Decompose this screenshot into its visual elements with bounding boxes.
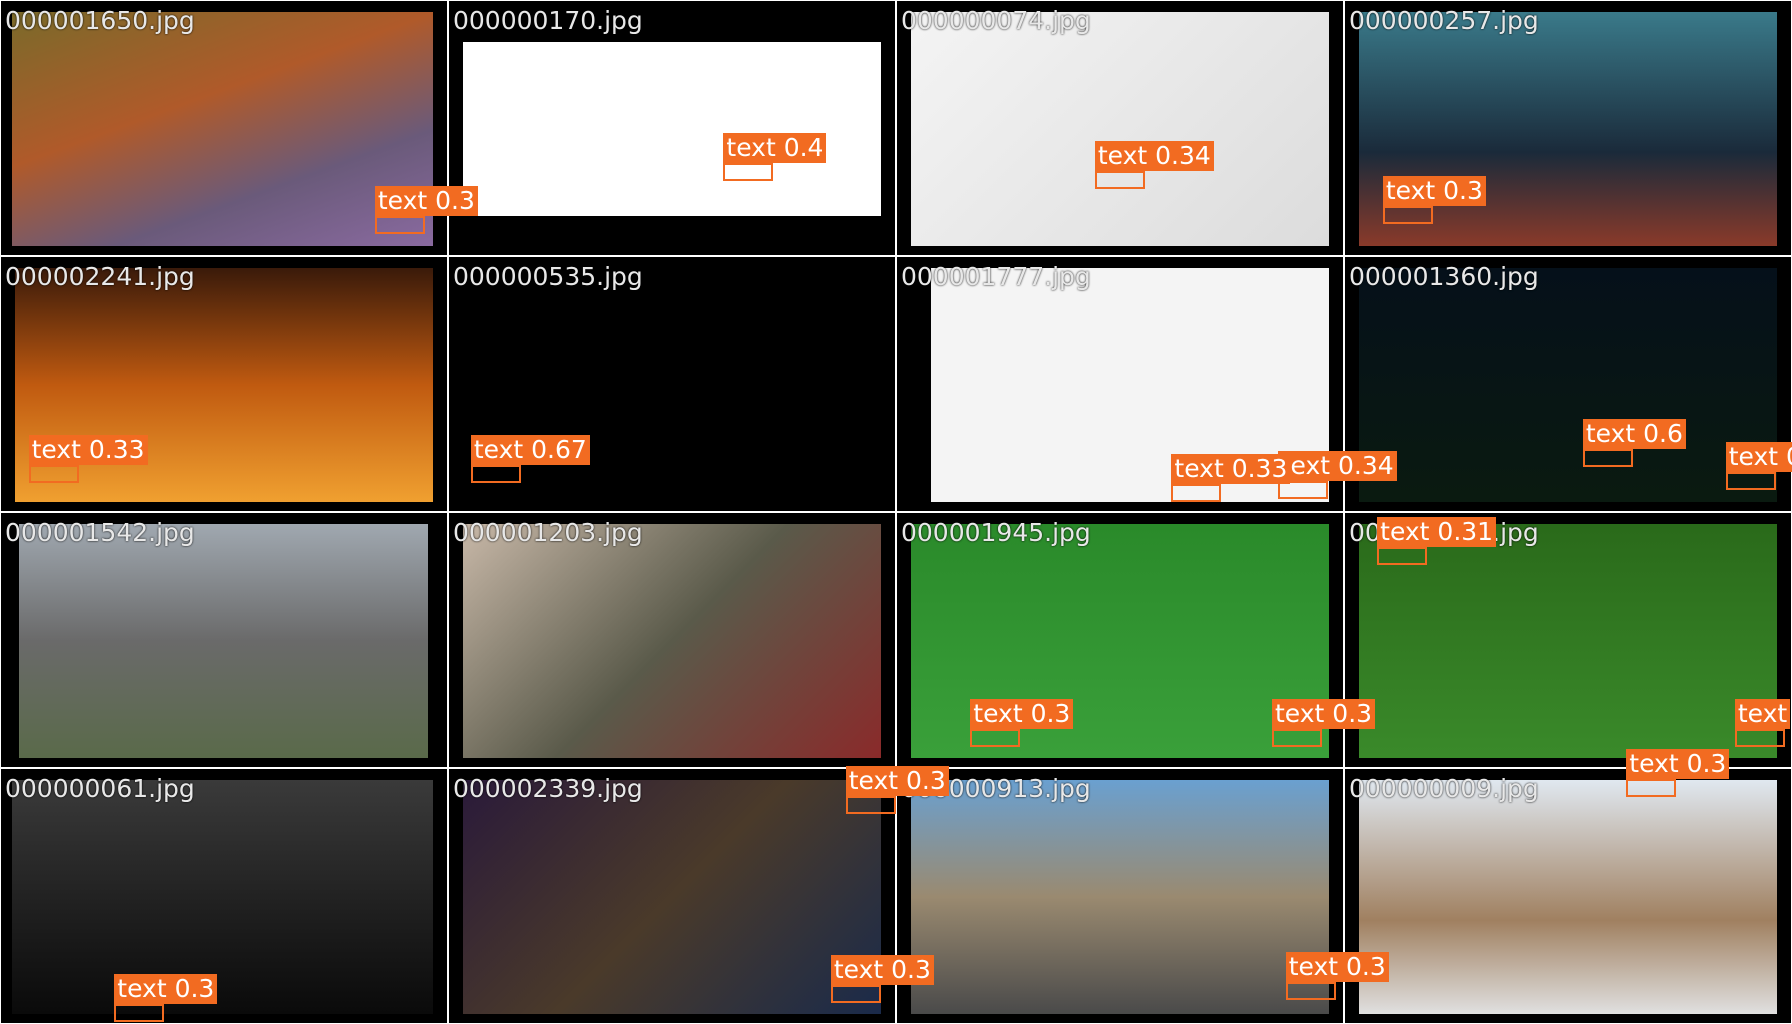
detection-box — [1277, 481, 1328, 500]
detection-box — [1626, 778, 1677, 797]
grid-cell: 000001203.jpg — [449, 513, 895, 767]
filename: 000000074.jpg — [901, 6, 1091, 35]
image — [910, 12, 1329, 246]
filename: 000002339.jpg — [453, 774, 643, 803]
grid-cell: 000000170.jpg — [449, 1, 895, 255]
grid-cell: 000001650.jpg — [1, 1, 447, 255]
detection-label: text 0 — [1725, 442, 1792, 473]
filename: 000002241.jpg — [5, 262, 195, 291]
detection-label: text 0.33 — [1171, 453, 1291, 484]
filename: 000001542.jpg — [5, 518, 195, 547]
image — [1358, 780, 1777, 1014]
detection-label: text — [1734, 699, 1791, 730]
filename: 000001945.jpg — [901, 518, 1091, 547]
image — [12, 780, 433, 1014]
detection-box — [1377, 546, 1428, 565]
grid-cell: 000001542.jpg — [1, 513, 447, 767]
detection-label: text 0.3 — [1626, 748, 1730, 779]
detection-label: text 0.3 — [830, 955, 934, 986]
detection-box — [970, 729, 1021, 748]
filename: 000000009.jpg — [1349, 774, 1539, 803]
grid-cell: 000002339.jpg — [449, 769, 895, 1023]
detection-box — [1272, 729, 1322, 748]
detection-label: text 0.3 — [114, 973, 218, 1004]
filename: 000001777.jpg — [901, 262, 1091, 291]
grid-cell: 000000913.jpg — [897, 769, 1343, 1023]
detection-box — [374, 216, 425, 235]
detection-box — [28, 465, 79, 484]
detection-box — [845, 795, 896, 814]
detection-box — [1094, 170, 1145, 189]
detection-label: text 0.3 — [970, 699, 1074, 730]
detection-box — [470, 465, 521, 484]
detection-label: text 0.67 — [470, 435, 590, 466]
filename: 000000061.jpg — [5, 774, 195, 803]
image — [1358, 524, 1777, 758]
detection-label: text 0.3 — [1272, 699, 1376, 730]
detection-label: text 0.33 — [28, 435, 148, 466]
detection-label: text 0.6 — [1582, 419, 1686, 450]
detection-label: text 0.3 — [1285, 952, 1389, 982]
image — [12, 12, 433, 246]
image — [462, 524, 881, 758]
detection-box — [1725, 472, 1776, 491]
detection-box — [723, 162, 774, 181]
grid-cell: 000000009.jpg — [1345, 769, 1791, 1023]
detection-label: text 0.31 — [1377, 516, 1497, 547]
detection-box — [1285, 982, 1336, 1000]
filename: 000001650.jpg — [5, 6, 195, 35]
grid-cell: 000000535.jpg — [449, 257, 895, 511]
detection-label: text 0.3 — [1382, 176, 1486, 206]
image — [1358, 268, 1777, 502]
filename: 000000257.jpg — [1349, 6, 1539, 35]
detection-box — [114, 1003, 165, 1022]
image — [910, 780, 1329, 1014]
grid-cell: 000000061.jpg — [1, 769, 447, 1023]
detection-label: text 0.34 — [1094, 140, 1214, 171]
image — [462, 780, 881, 1014]
image — [618, 268, 726, 502]
detection-box — [1734, 729, 1785, 748]
detection-label: text 0.3 — [374, 186, 478, 217]
detection-box — [1382, 206, 1433, 224]
filename: 000001360.jpg — [1349, 262, 1539, 291]
filename: 000001203.jpg — [453, 518, 643, 547]
detection-label: text 0.4 — [723, 132, 827, 163]
detection-box — [830, 985, 881, 1004]
detection-box — [1171, 483, 1222, 502]
image — [462, 42, 881, 216]
image — [19, 524, 429, 758]
detection-label: text 0.3 — [845, 765, 949, 796]
grid-cell: 000001360.jpg — [1345, 257, 1791, 511]
detection-label: text 0.34 — [1277, 451, 1397, 482]
filename: 000000170.jpg — [453, 6, 643, 35]
detection-box — [1582, 449, 1633, 468]
filename: 000000535.jpg — [453, 262, 643, 291]
grid-cell: 000000074.jpg — [897, 1, 1343, 255]
